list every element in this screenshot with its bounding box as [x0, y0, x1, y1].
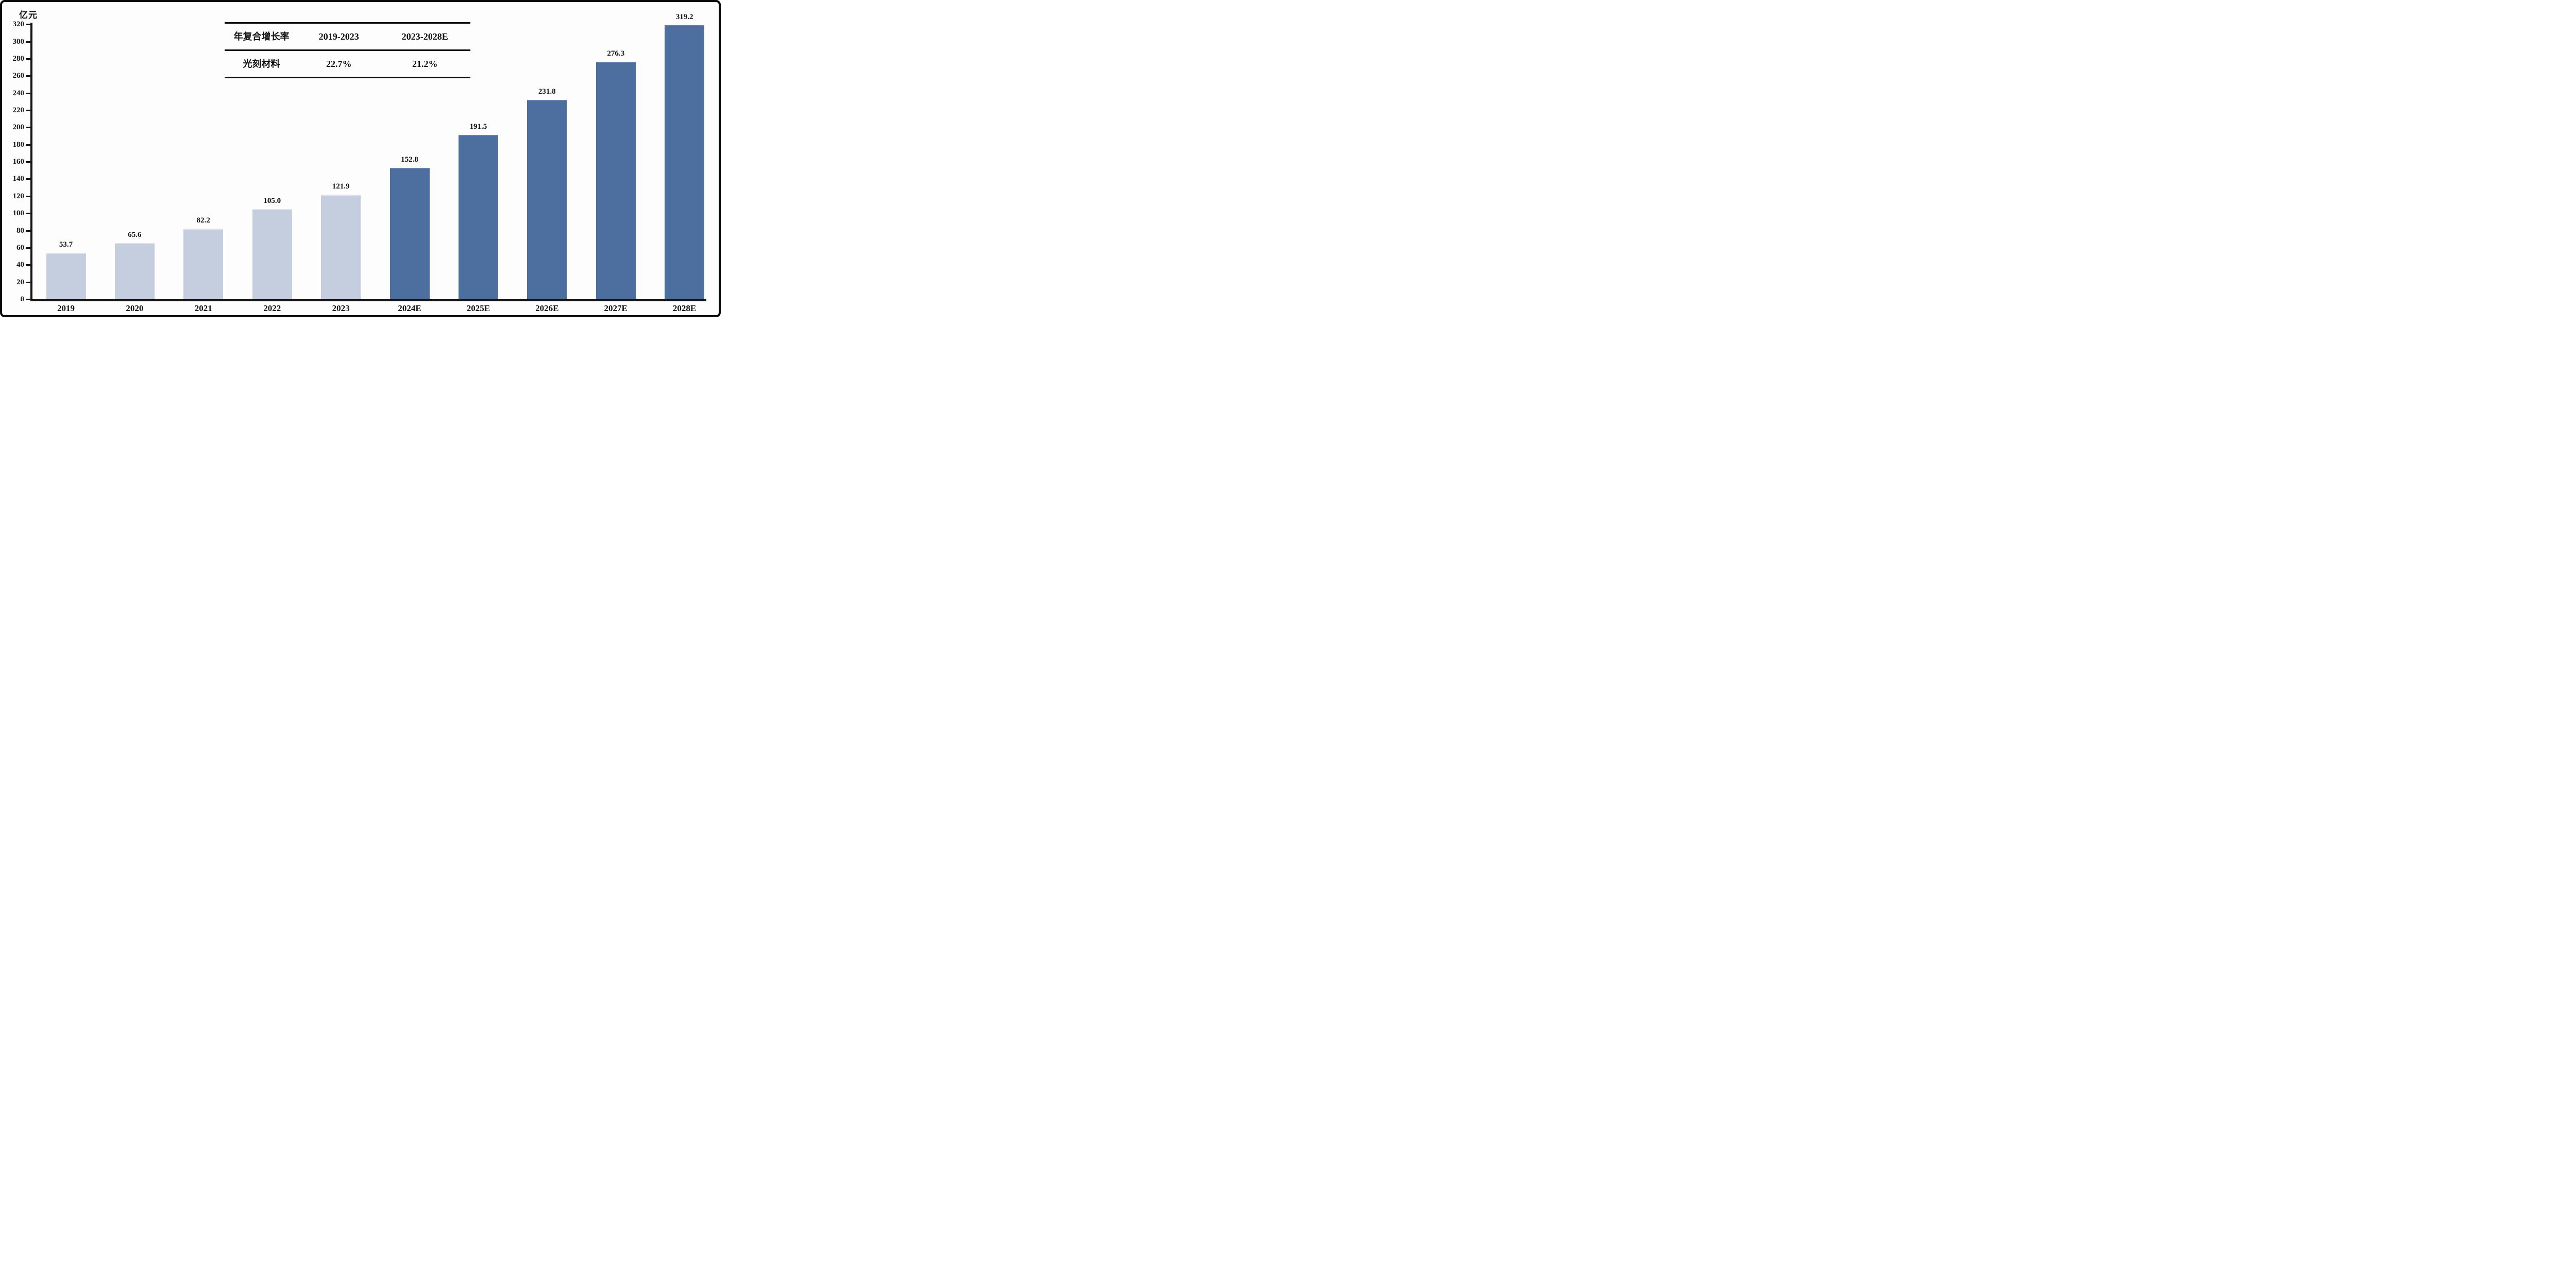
- bar-value-label: 53.7: [59, 241, 73, 249]
- y-axis-tick: [26, 178, 30, 180]
- y-axis-tick-label: 160: [12, 158, 25, 166]
- y-axis-tick: [26, 92, 30, 94]
- y-axis-tick: [26, 281, 30, 283]
- cagr-row-label: 光刻材料: [243, 59, 280, 69]
- y-axis-tick-label: 60: [16, 243, 24, 252]
- cagr-header-period-1: 2019-2023: [318, 31, 359, 42]
- y-axis-tick: [26, 195, 30, 197]
- y-axis-tick-label: 40: [16, 261, 24, 269]
- y-axis-tick: [26, 75, 30, 77]
- x-axis-label-2026E: 2026E: [535, 303, 559, 313]
- y-axis-tick-label: 20: [16, 278, 24, 286]
- y-axis-tick-label: 240: [12, 89, 25, 97]
- y-axis-line: [30, 23, 32, 301]
- cagr-value-2019-2023: 22.7%: [326, 59, 352, 69]
- y-axis-tick: [26, 213, 30, 215]
- y-axis-tick: [26, 230, 30, 232]
- x-axis-label-2020: 2020: [126, 303, 144, 313]
- x-axis-label-2021: 2021: [194, 303, 212, 313]
- x-axis-label-2023: 2023: [332, 303, 350, 313]
- bar-2022: [252, 209, 292, 299]
- bar-2020: [114, 243, 155, 299]
- y-axis-tick: [26, 247, 30, 249]
- y-axis-tick-label: 180: [12, 140, 25, 149]
- y-axis-tick-label: 300: [12, 37, 25, 46]
- bar-value-label: 276.3: [607, 49, 625, 58]
- cagr-table-header-row: 年复合增长率 2019-2023 2023-2028E: [225, 24, 470, 51]
- cagr-table-data-row: 光刻材料 22.7% 21.2%: [225, 51, 470, 77]
- bar-2024E: [389, 168, 430, 299]
- bar-2019: [46, 253, 86, 299]
- y-axis-tick-label: 120: [12, 192, 25, 200]
- y-axis-tick-label: 100: [12, 209, 25, 218]
- y-axis-tick: [26, 58, 30, 60]
- bar-value-label: 65.6: [128, 230, 142, 239]
- y-axis-tick: [26, 41, 30, 43]
- x-axis-label-2022: 2022: [263, 303, 281, 313]
- x-axis-label-2028E: 2028E: [672, 303, 697, 313]
- bar-2023: [321, 194, 361, 299]
- y-axis-tick-label: 320: [12, 20, 25, 29]
- bar-2028E: [665, 25, 705, 299]
- x-axis-label-2019: 2019: [57, 303, 75, 313]
- bar-value-label: 152.8: [401, 156, 418, 164]
- y-axis-tick-label: 140: [12, 175, 25, 183]
- bar-value-label: 191.5: [469, 122, 487, 131]
- x-axis-label-2025E: 2025E: [466, 303, 490, 313]
- chart-frame: 亿元 0 20 40 60 80 100 120 140 160 180 200 220 240 260 2…: [0, 0, 721, 317]
- y-axis-tick-label: 0: [20, 295, 25, 303]
- y-axis-tick: [26, 110, 30, 111]
- y-axis-tick: [26, 24, 30, 26]
- cagr-value-2023-2028e: 21.2%: [412, 59, 438, 69]
- cagr-header-period-2: 2023-2028E: [401, 31, 448, 42]
- y-axis-tick: [26, 161, 30, 163]
- bar-value-label: 231.8: [538, 88, 556, 96]
- x-axis-line: [30, 299, 706, 301]
- x-axis-label-2027E: 2027E: [604, 303, 628, 313]
- bar-2021: [183, 228, 224, 299]
- cagr-header-metric: 年复合增长率: [233, 31, 290, 42]
- y-axis-tick: [26, 264, 30, 266]
- cagr-table: 年复合增长率 2019-2023 2023-2028E 光刻材料 22.7% 2…: [225, 22, 470, 78]
- bar-2026E: [527, 100, 567, 299]
- bar-2027E: [596, 62, 636, 299]
- y-axis-tick-label: 220: [12, 106, 25, 114]
- bar-value-label: 82.2: [196, 216, 210, 225]
- y-axis-tick: [26, 127, 30, 129]
- y-axis-tick: [26, 144, 30, 146]
- y-axis-unit-label: 亿元: [19, 10, 38, 20]
- bar-2025E: [458, 134, 498, 299]
- y-axis-tick-label: 260: [12, 72, 25, 80]
- y-axis-tick-label: 280: [12, 54, 25, 63]
- bar-value-label: 105.0: [263, 196, 281, 205]
- bar-value-label: 319.2: [675, 12, 693, 21]
- x-axis-label-2024E: 2024E: [398, 303, 421, 313]
- y-axis-tick: [26, 299, 30, 300]
- y-axis-tick-label: 200: [12, 123, 25, 132]
- bar-value-label: 121.9: [332, 182, 350, 191]
- y-axis-tick-label: 80: [16, 226, 24, 235]
